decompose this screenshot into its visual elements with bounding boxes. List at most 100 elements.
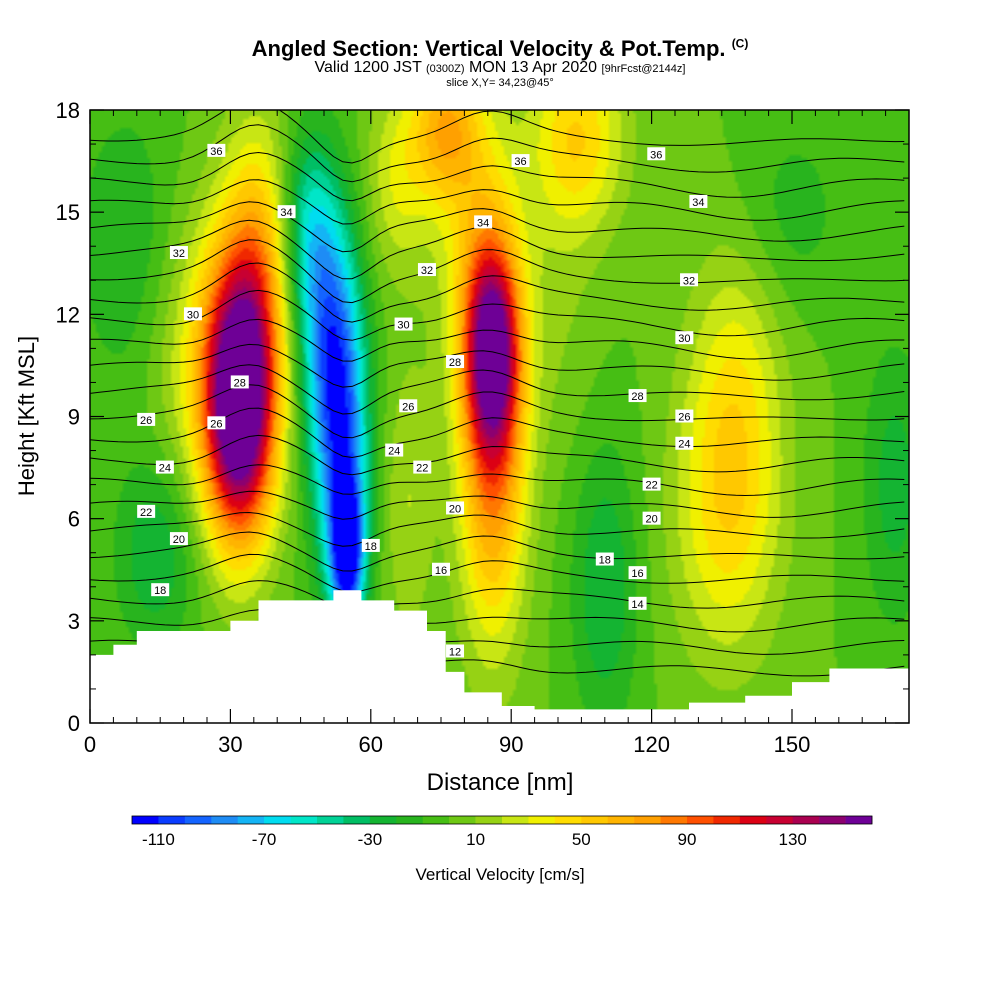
y-tick: 15 [56, 200, 909, 225]
isoline-label-text: 30 [187, 309, 199, 321]
y-tick-label: 3 [68, 609, 80, 634]
isoline-label: 26 [399, 399, 418, 413]
colorbar-swatch [343, 816, 371, 824]
colorbar-swatch [502, 816, 529, 824]
x-tick-label: 60 [359, 732, 383, 757]
isoline-label: 12 [446, 644, 465, 658]
isoline-label: 16 [432, 562, 450, 577]
title-unit: (C) [731, 36, 749, 51]
isoline-label-bg [183, 307, 202, 321]
colorbar-swatch [184, 816, 212, 824]
isoline [90, 219, 905, 280]
colorbar-swatch [290, 816, 318, 824]
x-tick: 0 [84, 110, 96, 757]
x-tick-label: 120 [633, 732, 670, 757]
isoline-label-text: 34 [692, 197, 704, 209]
y-tick: 9 [68, 405, 909, 430]
isoline-label-text: 26 [678, 412, 690, 424]
isoline-label-bg [675, 331, 694, 345]
colorbar-swatch [554, 816, 582, 824]
y-tick: 6 [68, 507, 909, 532]
colorbar-swatch [369, 816, 397, 824]
isoline [90, 179, 905, 225]
isoline-label-bg [137, 504, 156, 518]
y-tick: 0 [68, 711, 909, 736]
isoline-label-bg [207, 143, 226, 157]
isoline-label-text: 32 [173, 248, 185, 260]
colorbar-swatch [132, 816, 159, 824]
title-text: Angled Section: Vertical Velocity & Pot.… [251, 36, 726, 61]
isoline-label: 22 [642, 477, 661, 492]
x-tick: 90 [499, 110, 523, 757]
chart-subtitle: Valid 1200 JST (0300Z) MON 13 Apr 2020 [… [0, 60, 1000, 77]
y-tick: 12 [56, 302, 909, 327]
isoline-label-text: 26 [140, 415, 152, 427]
isoline-label-bg [432, 562, 450, 576]
isoline-label-text: 22 [645, 480, 657, 492]
isoline-label-bg [511, 154, 530, 168]
isoline-label-text: 20 [645, 514, 657, 526]
isoline-label-text: 18 [154, 585, 166, 597]
x-axis: 0 30 60 90 120 150 [84, 110, 887, 757]
isoline-label-bg [675, 409, 694, 423]
isoline-label-bg [361, 538, 380, 552]
y-tick-label: 18 [56, 98, 80, 123]
isoline-label-text: 20 [173, 534, 185, 546]
isoline-label-bg [446, 355, 465, 369]
isoline-label-text: 12 [449, 646, 461, 658]
colorbar-swatch [766, 816, 794, 824]
colorbar-swatch [660, 816, 688, 824]
isoline-label-text: 30 [397, 320, 409, 332]
isoline-label: 18 [595, 552, 614, 567]
isoline-label: 22 [413, 460, 432, 475]
y-tick-label: 0 [68, 711, 80, 736]
isoline-label-bg [394, 317, 413, 331]
isoline-label: 18 [361, 538, 380, 553]
isoline-label: 18 [151, 583, 170, 597]
isoline-label: 34 [474, 215, 493, 229]
isoline [90, 124, 905, 183]
isoline [90, 318, 905, 362]
y-tick-label: 9 [68, 405, 80, 430]
isoline-label: 30 [183, 307, 202, 321]
isoline-label: 24 [155, 460, 174, 475]
isoline [90, 553, 905, 593]
colorbar-tick-label: 90 [678, 830, 697, 849]
isoline-labels: 12 14 16 18 18 20 20 22 22 24 24 26 26 28 28 30 30 32 32 34… [137, 143, 708, 658]
colorbar-swatch [607, 816, 635, 824]
isoline-label-bg [680, 273, 699, 287]
isoline-label: 34 [277, 205, 296, 219]
isoline-label-bg [169, 246, 188, 260]
isoline-label: 16 [628, 566, 647, 580]
isoline-label: 30 [394, 317, 413, 332]
isoline-label-bg [169, 532, 188, 546]
colorbar-swatch [475, 816, 503, 824]
colorbar-swatch [317, 816, 344, 824]
isoline [90, 609, 905, 633]
isoline-label-text: 22 [416, 463, 428, 475]
isoline-label: 36 [207, 143, 226, 158]
colorbar-swatch [713, 816, 741, 824]
isoline-label-bg [647, 147, 666, 161]
x-tick: 60 [359, 110, 383, 757]
isoline-label: 32 [680, 273, 699, 287]
subtitle-utc: (0300Z) [426, 63, 465, 75]
isoline [90, 384, 905, 439]
isoline-label-text: 26 [402, 401, 414, 413]
isoline [90, 343, 905, 388]
isoline-label-text: 24 [388, 446, 400, 458]
isoline-label-bg [230, 375, 249, 389]
slice-label: slice X,Y= 34,23@45° [446, 77, 554, 89]
isoline [90, 151, 905, 202]
isoline-label-bg [155, 460, 174, 474]
colorbar-tick-label: -110 [142, 830, 175, 849]
x-tick: 120 [633, 110, 670, 757]
isoline-label: 20 [446, 501, 465, 515]
isoline-label: 24 [675, 436, 694, 451]
isoline-label-bg [642, 511, 661, 525]
isoline-label-bg [399, 399, 418, 413]
colorbar-swatch [264, 816, 291, 824]
isoline-label-text: 28 [234, 377, 246, 389]
y-tick: 3 [68, 609, 909, 634]
